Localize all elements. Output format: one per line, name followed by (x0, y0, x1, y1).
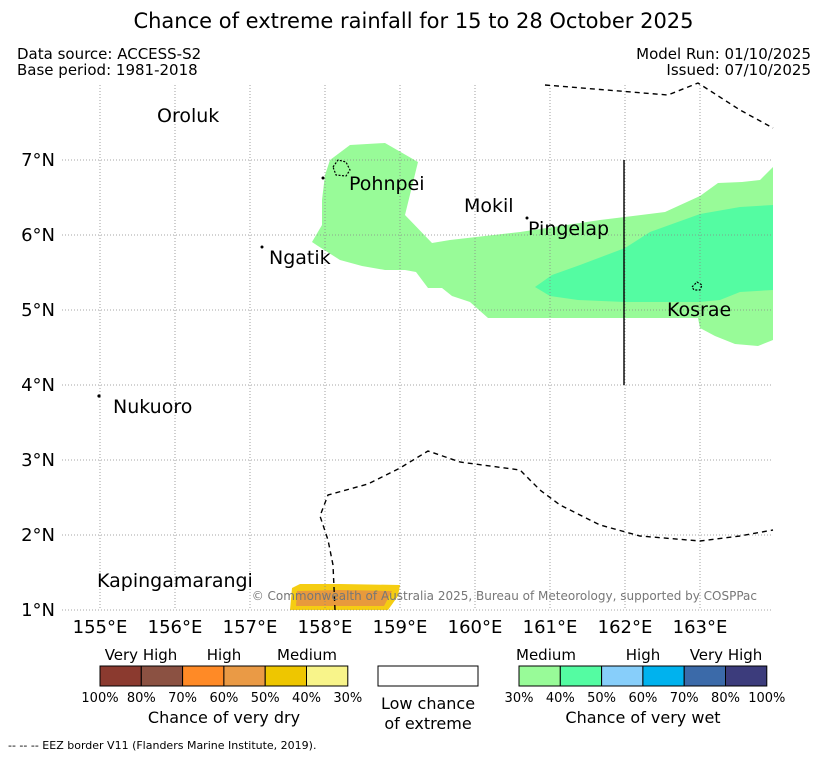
lat-lon-grid (62, 85, 773, 611)
dry-swatch (140, 665, 184, 687)
longitude-label: 162°E (598, 617, 653, 638)
dry-tick-label: 70% (168, 691, 197, 706)
latitude-label: 2°N (21, 525, 55, 546)
eez-border-lines (319, 82, 774, 611)
dry-category-medium: Medium (277, 646, 337, 664)
longitude-label: 163°E (673, 617, 728, 638)
dry-tick-label: 80% (127, 691, 156, 706)
dry-tick-labels: 100% 80% 70% 60% 50% 40% 30% (81, 691, 362, 706)
wet-swatch (518, 665, 561, 687)
latitude-label: 3°N (21, 450, 55, 471)
issued-text: Issued: 07/10/2025 (666, 61, 811, 79)
dry-category-high: High (207, 646, 241, 664)
wet-legend: Medium High Very High 30% 40% 50% 60% 70% 80%… (505, 646, 786, 727)
longitude-label: 158°E (298, 617, 353, 638)
wet-medium-high-area (535, 205, 773, 302)
wet-category-high: High (626, 646, 660, 664)
place-label-nukuoro: Nukuoro (113, 396, 192, 418)
wet-tick-label: 100% (748, 691, 785, 706)
wet-swatch (601, 665, 644, 687)
place-label-kosrae: Kosrae (667, 299, 731, 321)
longitude-label: 155°E (73, 617, 128, 638)
pohnpei-island (332, 159, 351, 177)
latitude-label: 1°N (21, 600, 55, 621)
latitude-label: 6°N (21, 225, 55, 246)
wet-tick-labels: 30% 40% 50% 60% 70% 80% 100% (505, 691, 786, 706)
latitude-label: 7°N (21, 150, 55, 171)
base-period-text: Base period: 1981-2018 (17, 61, 198, 79)
low-chance-swatch (377, 665, 479, 687)
eez-footnote: -- -- -- EEZ border V11 (Flanders Marine… (8, 739, 317, 752)
longitude-label: 156°E (148, 617, 203, 638)
place-labels: Oroluk Pohnpei Mokil Pingelap Ngatik Kos… (97, 105, 731, 592)
wet-swatch (642, 665, 685, 687)
oroluk-dot (321, 176, 325, 180)
dry-category-very-high: Very High (105, 646, 178, 664)
wet-color-bar (518, 665, 768, 687)
longitude-label: 159°E (373, 617, 428, 638)
dry-swatch (223, 665, 266, 687)
wet-tick-label: 50% (587, 691, 616, 706)
dry-tick-label: 100% (81, 691, 118, 706)
dry-swatch (182, 665, 225, 687)
dry-legend-label: Chance of very dry (148, 708, 300, 727)
data-source-text: Data source: ACCESS-S2 (17, 45, 202, 63)
nukuoro-dot (97, 394, 101, 398)
island-markers (97, 159, 703, 398)
place-label-oroluk: Oroluk (157, 105, 219, 127)
wet-swatch (683, 665, 727, 687)
longitude-label: 160°E (448, 617, 503, 638)
longitude-labels: 155°E 156°E 157°E 158°E 159°E 160°E 161°E 162°E… (73, 617, 728, 638)
wet-category-very-high: Very High (690, 646, 763, 664)
wet-tick-label: 80% (711, 691, 740, 706)
eez-border-south (319, 450, 774, 611)
wet-legend-label: Chance of very wet (565, 708, 720, 727)
longitude-label: 157°E (223, 617, 278, 638)
latitude-label: 4°N (21, 375, 55, 396)
wet-swatch (725, 665, 768, 687)
low-chance-line1: Low chance (381, 694, 475, 713)
dry-tick-label: 40% (292, 691, 321, 706)
place-label-pingelap: Pingelap (528, 218, 609, 240)
place-label-kapingamarangi: Kapingamarangi (97, 570, 253, 592)
dry-medium-orange-area (296, 590, 392, 606)
probability-shading (290, 143, 773, 610)
wet-tick-label: 30% (505, 691, 534, 706)
dry-swatch (264, 665, 308, 687)
dry-legend: Very High High Medium 100% 80% 70% 60% 50% 40… (81, 646, 362, 727)
copyright-notice: © Commonwealth of Australia 2025, Bureau… (252, 589, 757, 603)
wet-category-medium: Medium (516, 646, 576, 664)
place-label-pohnpei: Pohnpei (349, 173, 425, 195)
dry-color-bar (99, 665, 349, 687)
dry-swatch (99, 665, 142, 687)
dry-swatch (306, 665, 349, 687)
latitude-label: 5°N (21, 300, 55, 321)
wet-tick-label: 70% (670, 691, 699, 706)
dry-tick-label: 30% (333, 691, 362, 706)
dry-tick-label: 50% (251, 691, 280, 706)
wet-swatch (559, 665, 603, 687)
mokil-dot (525, 216, 529, 220)
model-run-text: Model Run: 01/10/2025 (636, 45, 811, 63)
latitude-labels: 7°N 6°N 5°N 4°N 3°N 2°N 1°N (21, 150, 55, 621)
longitude-label: 161°E (523, 617, 578, 638)
dry-tick-label: 60% (209, 691, 238, 706)
ngatik-dot (260, 245, 264, 249)
place-label-ngatik: Ngatik (269, 247, 331, 269)
neutral-legend: Low chance of extreme (377, 665, 479, 733)
kosrae-island (691, 281, 703, 291)
wet-tick-label: 40% (546, 691, 575, 706)
place-label-mokil: Mokil (464, 195, 514, 217)
low-chance-line2: of extreme (384, 714, 471, 733)
map-title: Chance of extreme rainfall for 15 to 28 … (133, 9, 694, 33)
wet-tick-label: 60% (628, 691, 657, 706)
eez-border-north (544, 82, 774, 129)
